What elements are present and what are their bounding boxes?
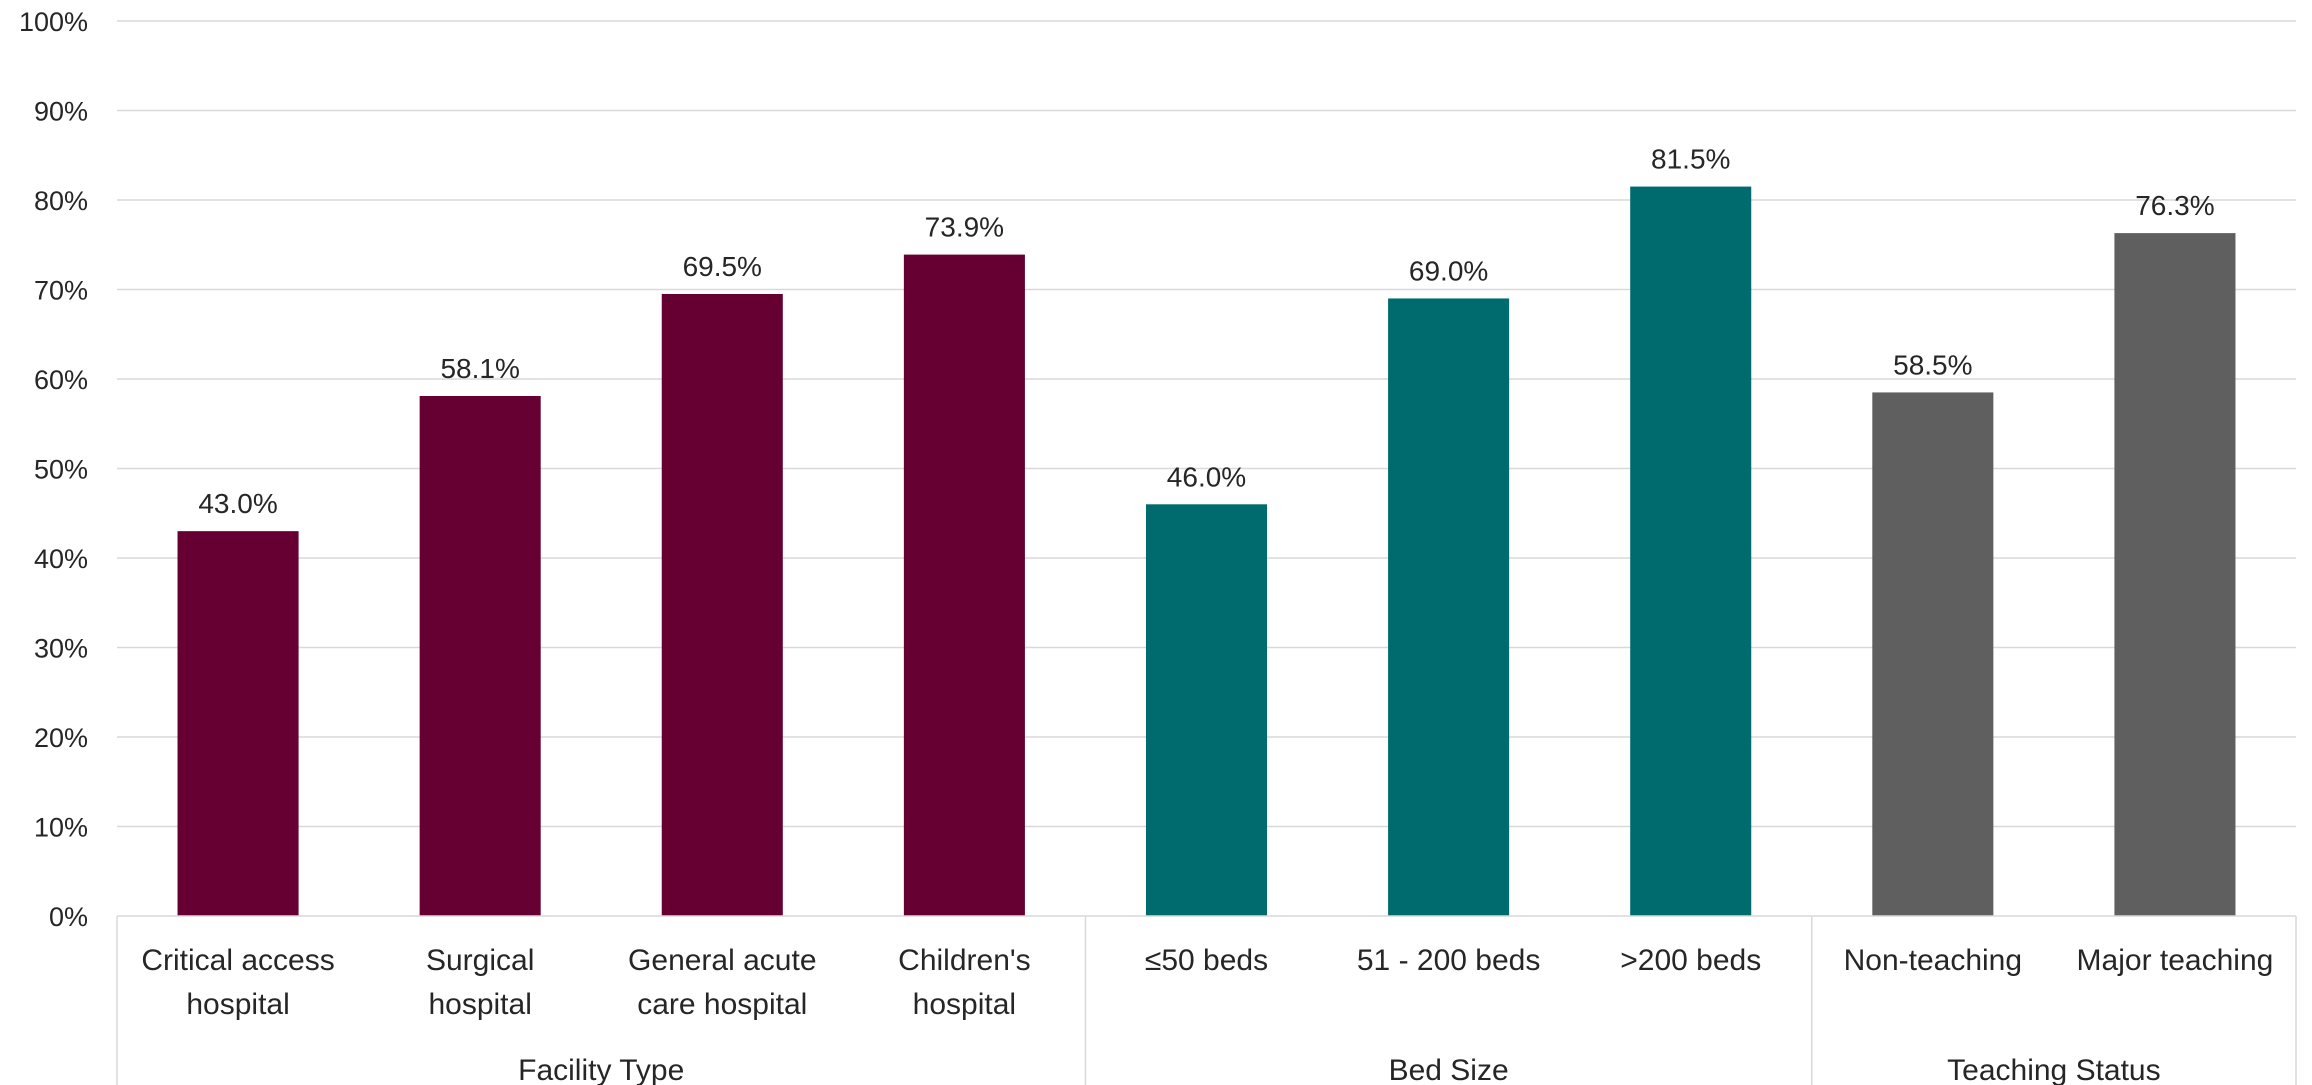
x-category-label: Surgical (426, 944, 534, 977)
data-label: 46.0% (1167, 461, 1246, 492)
data-label: 76.3% (2135, 190, 2214, 221)
y-tick-label: 80% (34, 186, 88, 216)
x-category-label: General acute (628, 944, 816, 977)
bar (1872, 392, 1994, 916)
y-tick-label: 40% (34, 544, 88, 574)
bar (661, 293, 783, 917)
bars (177, 186, 2236, 917)
bar (2114, 233, 2236, 917)
y-axis: 0% 10% 20% 30% 40% 50% 60% 70% 80% 90% 100% (19, 7, 88, 932)
y-tick-label: 70% (34, 276, 88, 306)
data-label: 58.5% (1893, 349, 1972, 380)
data-label: 69.0% (1409, 255, 1488, 286)
x-category-label: hospital (428, 988, 531, 1021)
y-tick-label: 30% (34, 634, 88, 664)
bar (1145, 504, 1268, 916)
x-category-label: >200 beds (1620, 944, 1761, 977)
data-label: 43.0% (198, 488, 277, 519)
x-axis: Critical access hospital Surgical hospital G… (116, 915, 2297, 1085)
data-labels: 43.0% 58.1% 69.5% 73.9% 46.0% 69.0% 81.5% 58.5%… (198, 144, 2214, 520)
y-tick-label: 100% (19, 7, 88, 37)
y-tick-label: 50% (34, 455, 88, 485)
y-tick-label: 20% (34, 723, 88, 753)
data-label: 69.5% (683, 251, 762, 282)
x-category-label: ≤50 beds (1145, 944, 1268, 977)
data-label: 81.5% (1651, 144, 1730, 175)
bar (177, 531, 299, 916)
data-label: 73.9% (925, 212, 1004, 243)
data-label: 58.1% (440, 353, 519, 384)
x-category-label: Children's (898, 944, 1030, 977)
x-category-label: Major teaching (2077, 944, 2274, 977)
y-tick-label: 10% (34, 813, 88, 843)
y-tick-label: 60% (34, 365, 88, 395)
x-group-label: Bed Size (1389, 1054, 1509, 1085)
x-category-label: care hospital (637, 988, 807, 1021)
bar (903, 254, 1025, 917)
x-category-label: hospital (913, 988, 1016, 1021)
y-tick-label: 0% (49, 902, 88, 932)
x-category-label: 51 - 200 beds (1357, 944, 1540, 977)
x-group-label: Teaching Status (1947, 1054, 2160, 1085)
bar (1630, 186, 1752, 916)
bar (419, 396, 541, 916)
x-category-label: Critical access (141, 944, 334, 977)
x-group-label: Facility Type (518, 1054, 684, 1085)
bar (1388, 298, 1510, 916)
y-tick-label: 90% (34, 97, 88, 127)
x-category-label: Non-teaching (1844, 944, 2022, 977)
x-category-label: hospital (186, 988, 289, 1021)
